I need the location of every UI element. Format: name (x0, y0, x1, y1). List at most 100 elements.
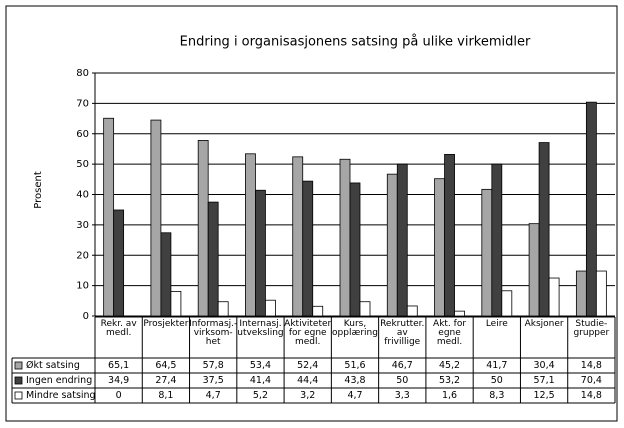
data-label: 53,2 (439, 375, 460, 386)
data-label: 30,4 (534, 360, 555, 371)
bar (170, 290, 182, 317)
y-tick-label: 40 (76, 190, 89, 201)
data-label: 51,6 (344, 360, 365, 371)
y-tick-label: 50 (76, 159, 89, 170)
bar (160, 232, 172, 317)
data-label: 64,5 (155, 360, 176, 371)
bar (150, 119, 162, 317)
y-tick-label: 60 (76, 129, 89, 140)
x-tick-label-box: Internasj. utveksling (237, 319, 284, 338)
legend-swatch (14, 361, 23, 370)
x-tick-label-box: Aksjoner (524, 319, 564, 329)
bar (312, 305, 324, 317)
x-tick-label: Rekr. av medl. (100, 319, 137, 338)
data-label: 3,3 (395, 390, 410, 401)
bar (548, 277, 560, 317)
data-label: 34,9 (108, 375, 129, 386)
data-label: 50 (491, 375, 503, 386)
bar (197, 140, 209, 317)
data-label: 4,7 (347, 390, 362, 401)
data-label: 65,1 (108, 360, 129, 371)
data-label: 70,4 (581, 375, 602, 386)
y-tick-label: 10 (76, 281, 89, 292)
chart-title: Endring i organisasjonens satsing på uli… (180, 35, 531, 50)
x-tick-label: Rekrutter. av frivillige (380, 319, 425, 347)
bar (501, 290, 513, 317)
data-label: 3,2 (300, 390, 315, 401)
x-tick-label: Prosjekter (143, 319, 189, 329)
bar (103, 117, 115, 317)
data-label: 44,4 (297, 375, 318, 386)
bar (339, 158, 351, 317)
x-tick-label-box: Akt. for egne medl. (433, 319, 467, 347)
legend-swatch (14, 376, 23, 385)
x-tick-label: Internasj. utveksling (237, 319, 284, 338)
data-label: 8,3 (489, 390, 504, 401)
data-label: 37,5 (203, 375, 224, 386)
x-tick-label: Aksjoner (524, 319, 564, 329)
data-label: 4,7 (206, 390, 221, 401)
bar (575, 270, 587, 317)
x-tick-label-box: Leire (485, 319, 508, 329)
bar (265, 299, 276, 317)
bar (454, 310, 465, 317)
x-tick-label-box: Studie- grupper (573, 319, 610, 338)
data-label: 14,8 (581, 360, 602, 371)
data-label: 43,8 (344, 375, 365, 386)
bar (396, 163, 408, 317)
data-label: 57,1 (534, 375, 555, 386)
bar (434, 178, 445, 317)
y-tick-label: 20 (76, 250, 89, 261)
data-label: 5,2 (253, 390, 268, 401)
bar (386, 173, 398, 317)
y-tick-label: 30 (76, 220, 89, 231)
x-tick-label-box: Informasj.- virksom- het (189, 319, 237, 347)
bar (444, 154, 455, 317)
bar (406, 305, 418, 317)
data-label: 14,8 (581, 390, 602, 401)
data-label: 8,1 (158, 390, 173, 401)
legend-label: Ingen endring (26, 375, 92, 386)
bar (217, 301, 229, 317)
data-label: 12,5 (534, 390, 555, 401)
y-tick-label: 70 (76, 98, 89, 109)
y-tick-label: 80 (76, 68, 89, 79)
bar (207, 201, 219, 317)
bar (302, 180, 314, 317)
data-label: 50 (396, 375, 408, 386)
bar (538, 142, 550, 317)
x-tick-label: Leire (485, 319, 508, 329)
legend-label: Økt satsing (26, 360, 80, 371)
y-axis-label: Prosent (33, 171, 44, 209)
x-tick-label: Informasj.- virksom- het (189, 319, 237, 347)
legend-swatch (14, 391, 23, 400)
bar (292, 156, 304, 317)
x-tick-label-box: Kurs, opplæring (332, 319, 378, 338)
bar (359, 301, 371, 317)
data-label: 41,7 (486, 360, 507, 371)
data-label: 45,2 (439, 360, 460, 371)
x-tick-label-box: Prosjekter (143, 319, 189, 329)
x-tick-label: Studie- grupper (573, 319, 610, 338)
bar (481, 188, 493, 317)
data-label: 57,8 (203, 360, 224, 371)
bar (585, 101, 597, 317)
x-tick-label: Aktiviteter for egne medl. (284, 319, 332, 347)
x-tick-label-box: Rekr. av medl. (100, 319, 137, 338)
x-tick-label: Kurs, opplæring (332, 319, 378, 338)
bar (491, 163, 503, 317)
data-label: 27,4 (155, 375, 176, 386)
x-tick-label: Akt. for egne medl. (433, 319, 467, 347)
bar (349, 182, 361, 317)
legend-label: Mindre satsing (26, 390, 96, 401)
bar (595, 270, 607, 317)
x-tick-label-box: Rekrutter. av frivillige (380, 319, 425, 347)
data-label: 52,4 (297, 360, 318, 371)
data-label: 53,4 (250, 360, 271, 371)
data-label: 0 (116, 390, 122, 401)
bar (245, 153, 256, 317)
data-label: 1,6 (442, 390, 457, 401)
data-label: 46,7 (392, 360, 413, 371)
bar (528, 223, 540, 317)
